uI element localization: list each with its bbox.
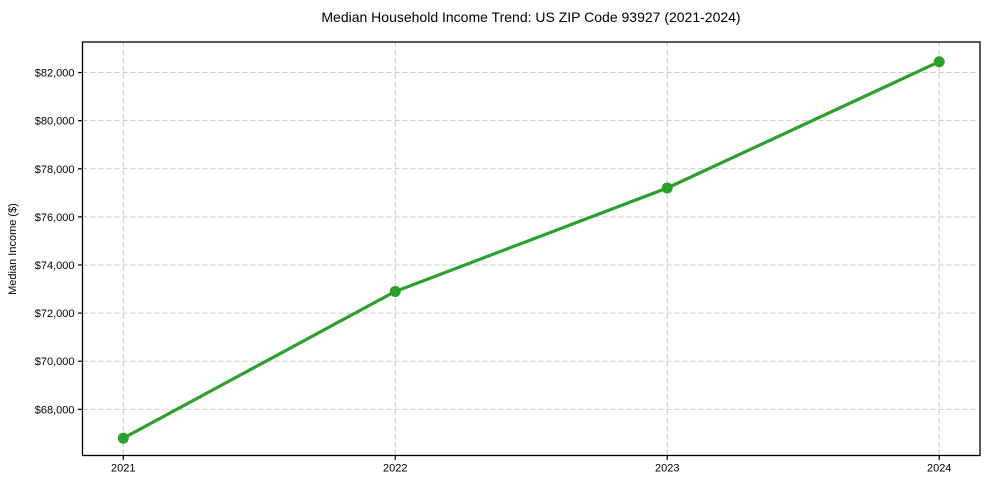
y-tick-label: $82,000 [35,68,75,80]
x-tick-label: 2023 [655,463,679,475]
y-tick-label: $74,000 [35,260,75,272]
x-tick-label: 2021 [111,463,135,475]
y-tick-label: $76,000 [35,212,75,224]
chart-title: Median Household Income Trend: US ZIP Co… [321,9,741,25]
y-tick-label: $70,000 [35,356,75,368]
plot-border [81,41,981,457]
data-point-2021 [117,432,129,444]
data-point-2024 [933,56,945,68]
x-tick-label: 2022 [383,463,407,475]
y-tick-label: $68,000 [35,404,75,416]
trend-line [121,60,941,440]
y-tick-label: $78,000 [35,164,75,176]
data-point-2022 [389,285,401,297]
x-tick-label: 2024 [927,463,951,475]
y-tick-label: $80,000 [35,116,75,128]
data-point-2023 [661,182,673,194]
y-tick-label: $72,000 [35,308,75,320]
